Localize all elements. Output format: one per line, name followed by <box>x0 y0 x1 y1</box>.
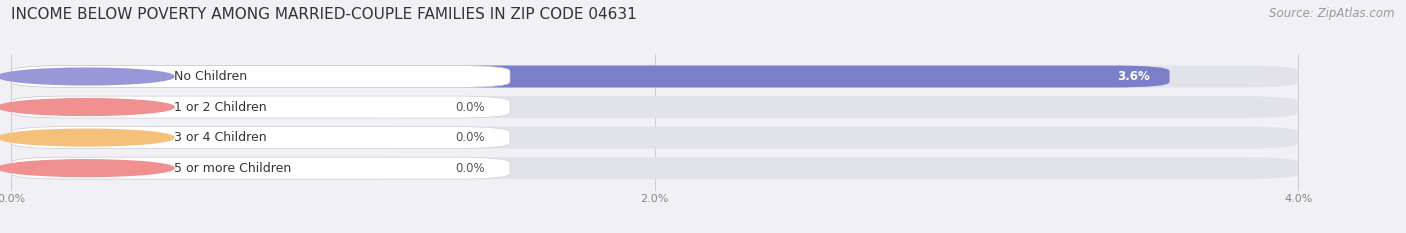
FancyBboxPatch shape <box>11 96 429 118</box>
FancyBboxPatch shape <box>11 65 1298 88</box>
Text: 3 or 4 Children: 3 or 4 Children <box>174 131 266 144</box>
Circle shape <box>0 129 174 146</box>
FancyBboxPatch shape <box>11 127 510 149</box>
Text: 3.6%: 3.6% <box>1118 70 1150 83</box>
FancyBboxPatch shape <box>11 157 510 179</box>
Text: 5 or more Children: 5 or more Children <box>174 162 291 175</box>
Text: Source: ZipAtlas.com: Source: ZipAtlas.com <box>1270 7 1395 20</box>
Circle shape <box>0 68 174 85</box>
FancyBboxPatch shape <box>11 65 1170 88</box>
Text: 1 or 2 Children: 1 or 2 Children <box>174 101 266 113</box>
FancyBboxPatch shape <box>11 127 429 149</box>
FancyBboxPatch shape <box>11 96 1298 118</box>
Text: 0.0%: 0.0% <box>456 131 485 144</box>
Text: 0.0%: 0.0% <box>456 101 485 113</box>
Text: 0.0%: 0.0% <box>456 162 485 175</box>
FancyBboxPatch shape <box>11 127 1298 149</box>
FancyBboxPatch shape <box>11 96 510 118</box>
Text: No Children: No Children <box>174 70 247 83</box>
FancyBboxPatch shape <box>11 65 510 88</box>
FancyBboxPatch shape <box>11 157 429 179</box>
FancyBboxPatch shape <box>11 157 1298 179</box>
Circle shape <box>0 160 174 177</box>
Circle shape <box>0 99 174 115</box>
Text: INCOME BELOW POVERTY AMONG MARRIED-COUPLE FAMILIES IN ZIP CODE 04631: INCOME BELOW POVERTY AMONG MARRIED-COUPL… <box>11 7 637 22</box>
